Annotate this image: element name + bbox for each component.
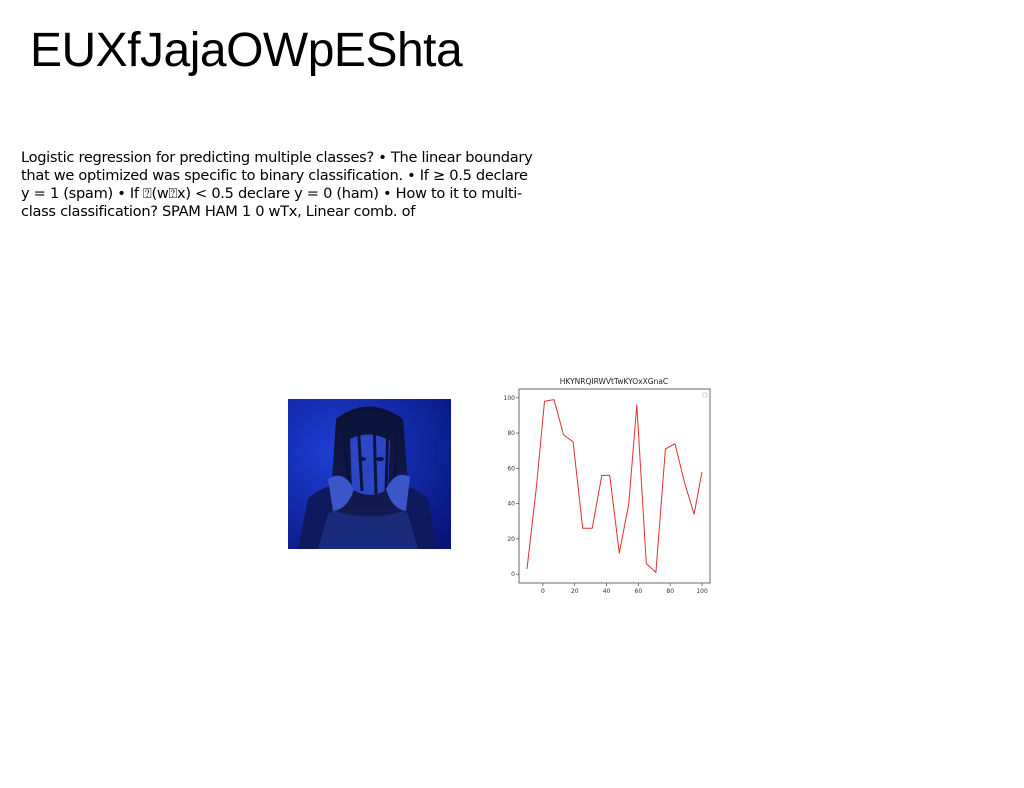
y-tick-label: 20 (507, 536, 515, 543)
x-tick-label: 20 (571, 588, 579, 595)
x-tick-label: 60 (635, 588, 643, 595)
line-chart-svg: HKYNRQIRWVtTwKYOxXGnaC 0 20 40 60 80 100 0 20 40… (504, 377, 711, 595)
line-chart: HKYNRQIRWVtTwKYOxXGnaC 0 20 40 60 80 100 0 20 40… (500, 374, 716, 600)
chart-title: HKYNRQIRWVtTwKYOxXGnaC (560, 377, 668, 386)
y-tick-label: 100 (504, 395, 516, 402)
x-tick-label: 80 (666, 588, 674, 595)
y-tick-label: 60 (507, 465, 515, 472)
body-text: Logistic regression for predicting multi… (21, 149, 533, 220)
chart-plot-frame (518, 388, 711, 584)
photo-illustration (288, 399, 451, 549)
series-line (526, 399, 703, 573)
legend-box (702, 392, 708, 398)
x-tick-label: 100 (696, 588, 708, 595)
x-tick-label: 0 (541, 588, 545, 595)
y-tick-label: 0 (511, 571, 515, 578)
y-tick-label: 80 (507, 430, 515, 437)
y-tick-label: 40 (507, 501, 515, 508)
x-tick-label: 40 (603, 588, 611, 595)
photo-person-blue (288, 399, 451, 549)
page-title: EUXfJajaOWpEShta (30, 24, 463, 77)
